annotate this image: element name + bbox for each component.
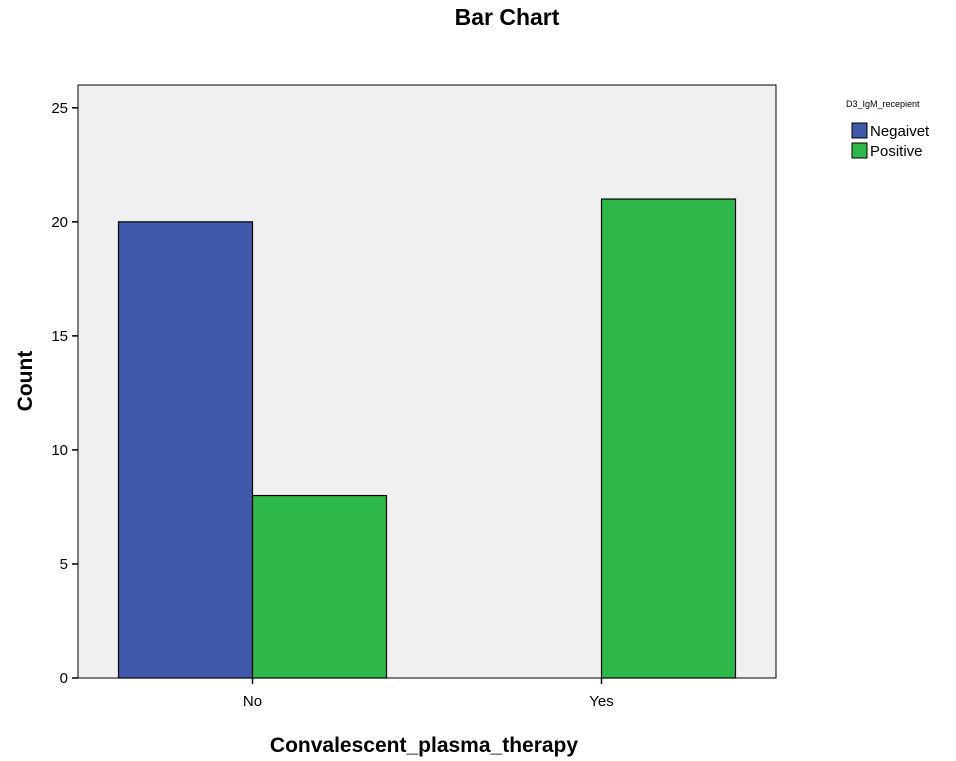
bar-no-negaivet <box>117 221 254 679</box>
x-tick-label-0: No <box>243 693 262 710</box>
y-tick-label-4: 20 <box>51 214 68 231</box>
legend-swatch-positive <box>851 142 868 159</box>
bar-yes-positive <box>600 198 737 679</box>
legend-label-negaivet: Negaivet <box>870 123 930 140</box>
x-axis: No Yes <box>243 678 614 710</box>
y-tick-label-5: 25 <box>51 100 68 117</box>
y-tick-label-0: 0 <box>60 670 68 687</box>
x-tick-label-1: Yes <box>589 693 613 710</box>
legend-label-positive: Positive <box>870 143 923 160</box>
y-axis-title: Count <box>14 351 37 412</box>
legend-swatch-negaivet <box>851 122 868 139</box>
bar-no-positive <box>251 494 388 679</box>
chart-title: Bar Chart <box>455 4 560 30</box>
legend: D3_IgM_recepient Negaivet Positive <box>846 99 930 160</box>
legend-items: Negaivet Positive <box>851 122 930 160</box>
bars-group <box>117 198 737 679</box>
y-tick-label-2: 10 <box>51 442 68 459</box>
x-axis-title: Convalescent_plasma_therapy <box>270 734 578 757</box>
y-axis: 0 5 10 15 20 25 <box>51 100 78 687</box>
legend-title: D3_IgM_recepient <box>846 99 920 109</box>
y-tick-label-1: 5 <box>60 556 68 573</box>
y-tick-label-3: 15 <box>51 328 68 345</box>
